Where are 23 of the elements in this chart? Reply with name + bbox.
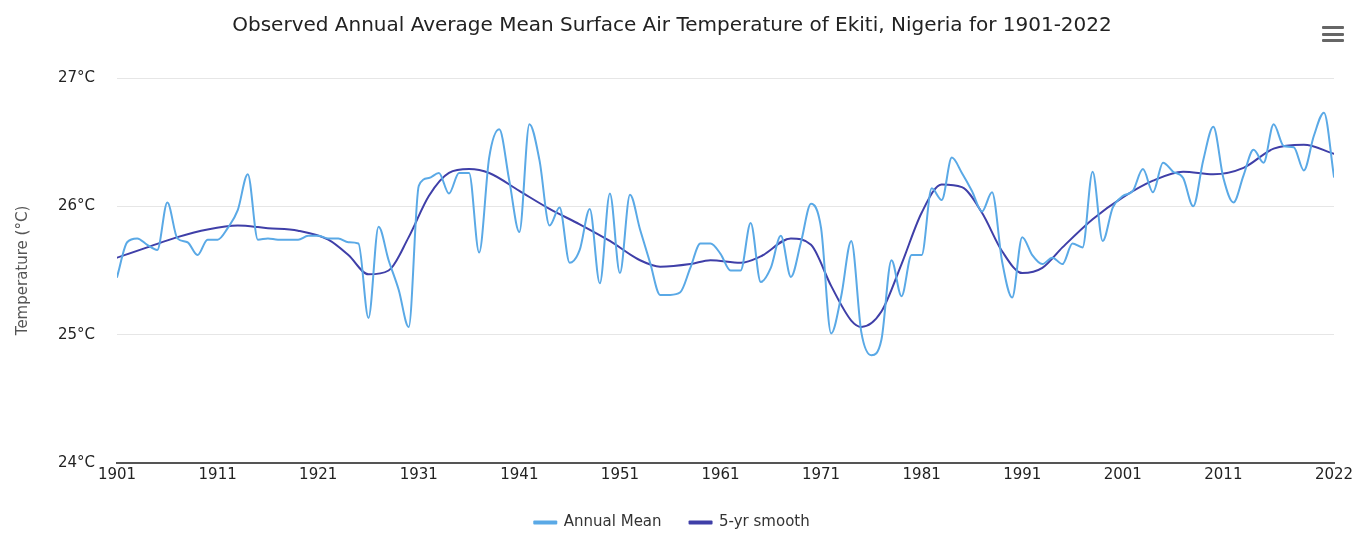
y-tick-label: 24°C <box>58 452 96 471</box>
x-tick-label: 1931 <box>399 464 438 483</box>
x-tick-label: 1991 <box>1003 464 1042 483</box>
x-tick-label: 1901 <box>97 464 137 483</box>
line-series <box>117 111 1334 357</box>
x-tick-label: 2011 <box>1204 464 1243 483</box>
x-tick-label: 1951 <box>600 464 640 483</box>
x-tick-label: 2022 <box>1314 464 1354 483</box>
x-tick-label: 1911 <box>198 464 237 483</box>
chart-title: Observed Annual Average Mean Surface Air Temperature of Ekiti, Nigeria for 1901-2022 <box>232 12 1112 37</box>
y-tick-label: 25°C <box>58 324 96 343</box>
y-tick-label: 27°C <box>58 67 96 86</box>
legend-label: 5-yr smooth <box>719 512 810 531</box>
x-tick-label: 1961 <box>701 464 740 483</box>
legend-label: Annual Mean <box>563 512 662 531</box>
x-tick-label: 2001 <box>1103 464 1142 483</box>
y-tick-label: 26°C <box>58 196 96 215</box>
x-tick-label: 1921 <box>299 464 338 483</box>
x-tick-label: 1971 <box>801 464 841 483</box>
x-tick-label: 1981 <box>902 464 941 483</box>
x-tick-label: 1941 <box>500 464 539 483</box>
line-series <box>117 143 1334 328</box>
y-axis-title: Temperature (°C) <box>12 205 31 337</box>
